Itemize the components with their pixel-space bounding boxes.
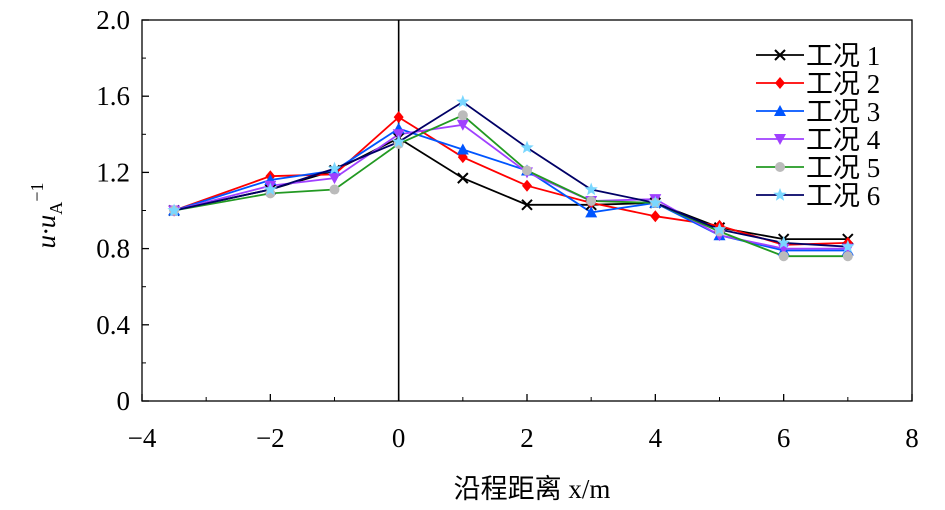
x-tick-label: 8 <box>905 423 919 453</box>
data-point-series-5 <box>329 184 340 195</box>
series-line-6 <box>173 100 848 248</box>
y-tick-label: 0 <box>117 386 131 416</box>
y-tick-label: 2.0 <box>96 5 130 35</box>
data-point-series-6 <box>263 182 277 196</box>
marker-layer <box>167 94 855 262</box>
data-point-series-2 <box>393 111 404 124</box>
data-point-series-3 <box>456 143 469 155</box>
data-point-series-4 <box>392 129 405 141</box>
axes-layer <box>141 19 913 402</box>
legend-marker-1 <box>774 49 786 61</box>
y-axis-title: u·uA−1 <box>27 183 66 249</box>
legend-label-5: 工况 5 <box>806 153 880 183</box>
y-tick-label: 1.2 <box>96 157 130 187</box>
y-tick-label: 0.8 <box>96 234 130 264</box>
data-point-series-2 <box>650 210 661 223</box>
data-point-series-6 <box>712 222 727 236</box>
x-tick-label: 6 <box>777 423 791 453</box>
data-point-series-6 <box>584 182 598 196</box>
legend: 工况 1工况 2工况 3工况 4工况 5工况 6 <box>756 41 881 211</box>
data-point-series-6 <box>520 140 534 154</box>
legend-label-2: 工况 2 <box>806 69 880 99</box>
x-tick-label: 4 <box>649 423 663 453</box>
data-point-series-4 <box>456 119 469 131</box>
data-point-series-3 <box>585 206 598 218</box>
legend-marker-3 <box>774 105 786 116</box>
legend-label-6: 工况 6 <box>806 181 880 211</box>
legend-label-4: 工况 4 <box>806 125 881 155</box>
series-layer <box>173 100 848 258</box>
series-line-4 <box>173 123 848 250</box>
legend-label-3: 工况 3 <box>806 97 880 127</box>
data-point-series-5 <box>842 251 853 262</box>
data-point-series-6 <box>327 161 342 175</box>
data-point-series-2 <box>522 179 532 192</box>
data-point-series-5 <box>778 251 789 262</box>
data-point-series-5 <box>522 165 532 176</box>
data-point-series-5 <box>457 110 468 121</box>
data-point-series-6 <box>777 235 791 249</box>
legend-marker-6 <box>773 188 787 201</box>
data-point-series-4 <box>328 173 341 185</box>
axis-labels: 0 0.4 0.8 1.2 1.6 2.0 −4 −2 0 2 4 6 8 沿程距离 x/m u·uA−1 <box>27 5 919 504</box>
data-point-series-1 <box>521 199 533 211</box>
data-point-series-6 <box>392 134 406 148</box>
x-tick-label: −4 <box>128 423 157 453</box>
data-point-series-6 <box>841 239 855 253</box>
data-point-series-6 <box>648 195 662 209</box>
x-tick-label: 2 <box>520 423 534 453</box>
x-tick-label: 0 <box>392 423 406 453</box>
y-tick-label: 0.4 <box>96 310 130 340</box>
x-axis-title: 沿程距离 x/m <box>454 474 611 504</box>
plot-frame <box>141 19 913 402</box>
legend-label-1: 工况 1 <box>806 41 880 71</box>
data-point-series-5 <box>586 195 597 206</box>
data-point-series-6 <box>167 203 181 217</box>
data-point-series-6 <box>456 94 470 108</box>
x-tick-label: −2 <box>256 423 285 453</box>
legend-marker-5 <box>775 162 785 172</box>
y-tick-label: 1.6 <box>96 81 130 111</box>
data-point-series-1 <box>457 172 469 184</box>
legend-marker-2 <box>775 77 785 89</box>
legend-marker-4 <box>774 134 786 145</box>
